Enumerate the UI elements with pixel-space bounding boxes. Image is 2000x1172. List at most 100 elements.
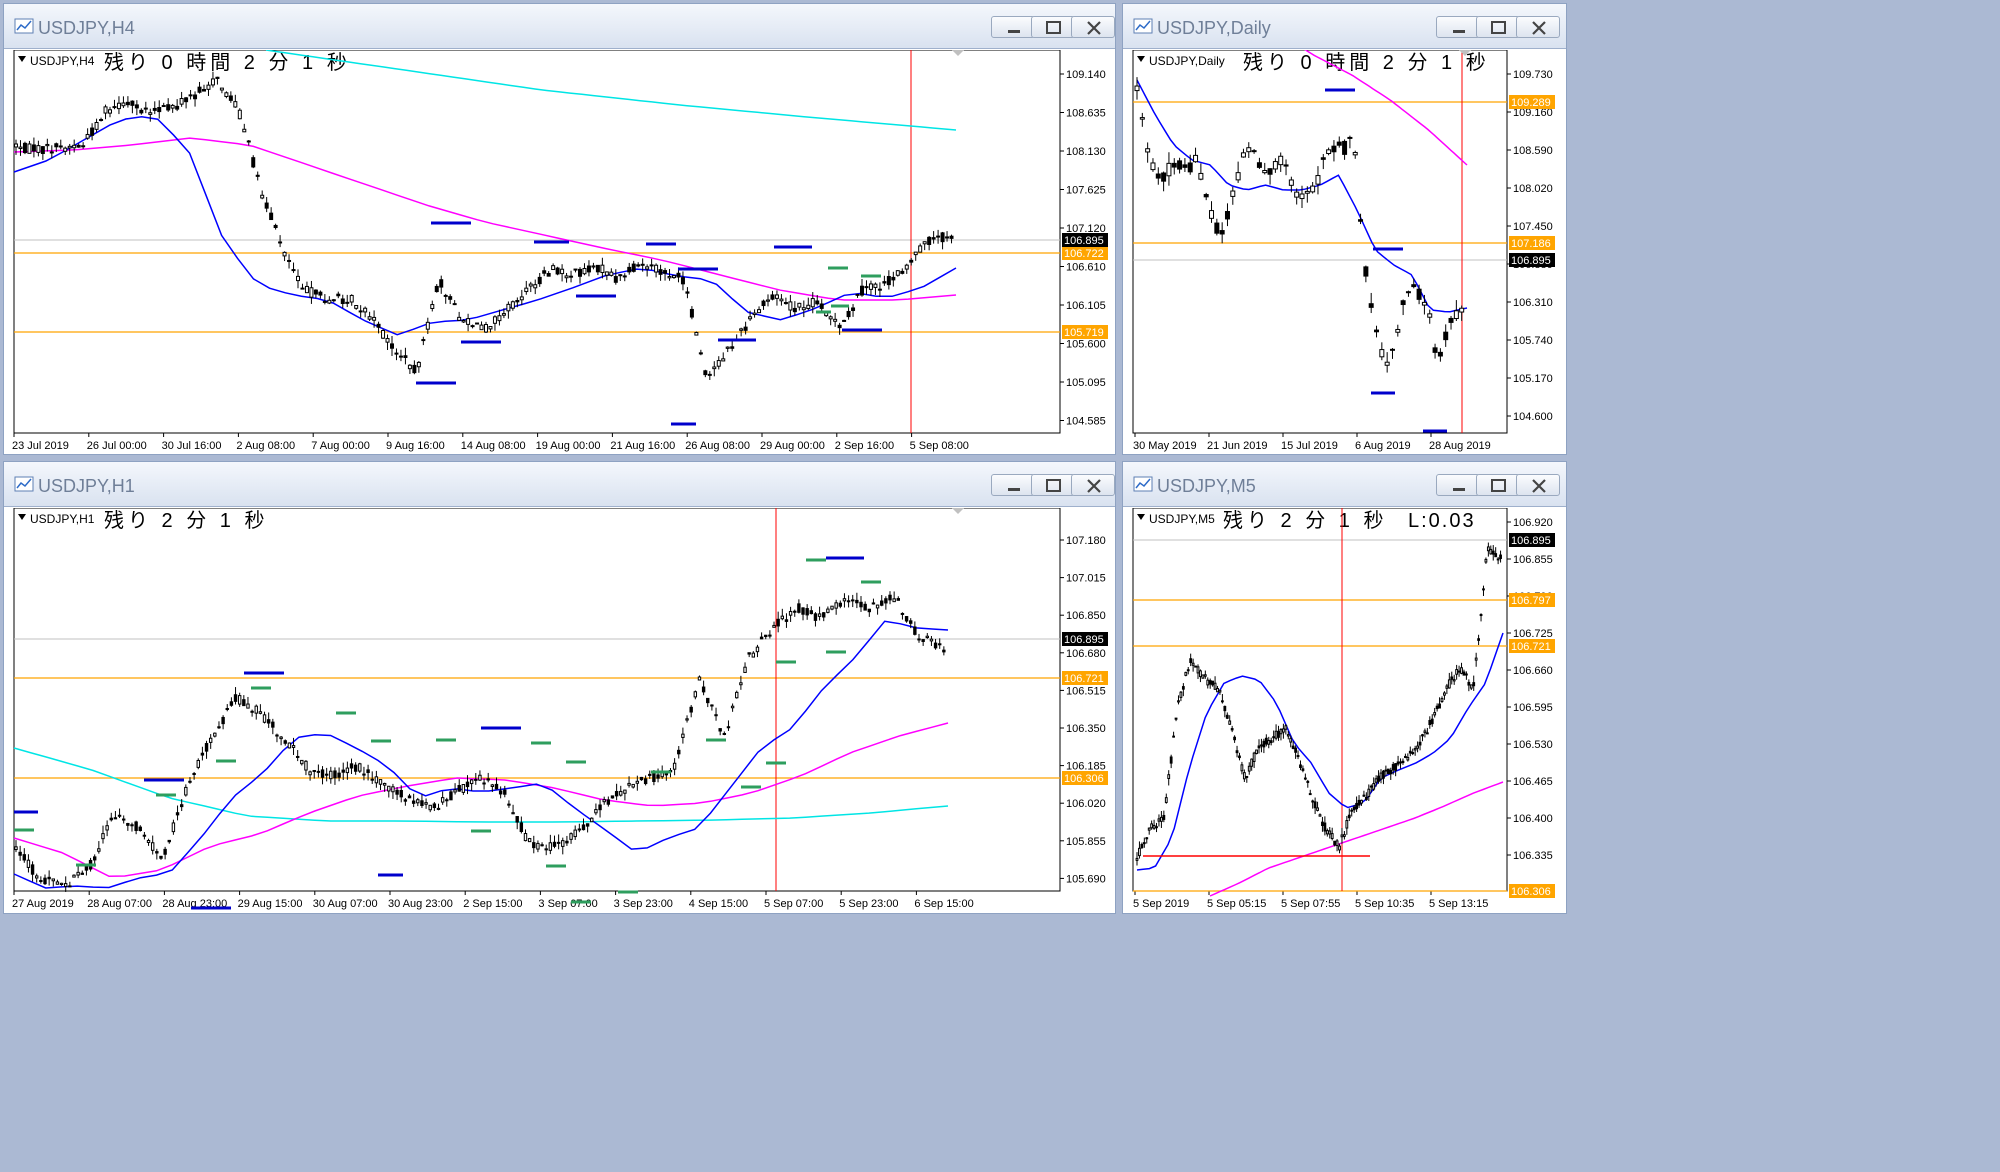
price-axis-label: 106.595 [1513, 702, 1553, 714]
bull-candle [296, 275, 300, 282]
level-price-tag [1062, 671, 1108, 685]
bear-candle [784, 619, 789, 622]
window-titlebar[interactable]: USDJPY,Daily [1123, 4, 1566, 49]
time-axis-label: 2 Sep 15:00 [463, 898, 522, 910]
bear-candle [1323, 822, 1327, 832]
price-chart[interactable]: USDJPY,M5 残り 2 分 1 秒 L:0.03 106.920 106.855 1… [1125, 508, 1564, 911]
price-axis-label: 106.530 [1513, 739, 1553, 751]
bull-candle [582, 267, 587, 275]
price-chart[interactable]: USDJPY,H1 残り 2 分 1 秒 107.180 107.015 106.850… [6, 508, 1113, 911]
maximize-button[interactable] [1476, 16, 1520, 38]
price-axis-label: 106.400 [1513, 813, 1553, 825]
bear-candle [837, 324, 842, 329]
close-button[interactable] [1516, 474, 1560, 496]
window-titlebar[interactable]: USDJPY,M5 [1123, 462, 1566, 507]
level-price-label: 106.306 [1511, 886, 1551, 898]
price-chart[interactable]: USDJPY,Daily 残り 0 時間 2 分 1 秒 109.730 109.16… [1125, 50, 1564, 452]
window-titlebar[interactable]: USDJPY,H1 [4, 462, 1115, 507]
minimize-button[interactable] [1436, 16, 1480, 38]
bear-candle [324, 773, 329, 776]
bear-candle [542, 270, 547, 274]
chart-window-h1[interactable]: USDJPY,H1 USDJPY,H1 残り 2 分 1 秒 107.180 107.… [3, 461, 1116, 914]
bear-candle [1182, 164, 1188, 168]
bull-candle [1294, 191, 1300, 198]
bull-candle [64, 883, 68, 887]
time-axis-label: 5 Sep 2019 [1133, 898, 1189, 910]
bull-candle [184, 786, 188, 796]
price-axis-label: 105.095 [1066, 377, 1106, 389]
bear-candle [269, 212, 274, 221]
chart-window-h4[interactable]: USDJPY,H4 USDJPY,H4 残り 0 時間 2 分 1 秒 109.14… [3, 3, 1116, 455]
bull-candle [694, 332, 699, 336]
close-button[interactable] [1516, 16, 1560, 38]
bear-candle [1443, 331, 1449, 341]
maximize-icon [1046, 479, 1061, 492]
maximize-button[interactable] [1031, 474, 1075, 496]
bear-candle [618, 274, 623, 277]
bull-candle [726, 726, 731, 729]
bear-candle [22, 854, 26, 861]
bull-candle [58, 145, 63, 148]
bear-candle [864, 286, 869, 289]
minimize-button[interactable] [991, 474, 1035, 496]
minimize-button[interactable] [991, 16, 1035, 38]
bull-candle [1193, 154, 1199, 163]
bull-candle [206, 84, 211, 90]
bear-candle [896, 598, 900, 601]
close-button[interactable] [1071, 474, 1115, 496]
bear-candle [337, 772, 341, 778]
bear-candle [598, 804, 602, 811]
price-axis-label: 108.130 [1066, 146, 1106, 158]
bear-candle [783, 302, 788, 305]
chart-window-daily[interactable]: USDJPY,Daily USDJPY,Daily 残り 0 時間 2 分 1 秒… [1122, 3, 1567, 455]
bull-candle [904, 264, 909, 270]
chart-window-m5[interactable]: USDJPY,M5 USDJPY,M5 残り 2 分 1 秒 L:0.03 106.9… [1122, 461, 1567, 914]
bear-candle [403, 355, 408, 358]
price-axis-label: 106.185 [1066, 761, 1106, 773]
bear-candle [1357, 799, 1361, 806]
bear-candle [631, 263, 636, 272]
bear-candle [76, 144, 81, 148]
bear-candle [421, 339, 426, 342]
bull-candle [1379, 772, 1383, 780]
bear-candle [900, 270, 905, 274]
price-chart[interactable]: USDJPY,H4 残り 0 時間 2 分 1 秒 109.140 108.635 10… [6, 50, 1113, 452]
bear-candle [1347, 814, 1351, 819]
bear-candle [318, 291, 323, 296]
bull-candle [1315, 175, 1321, 185]
bear-candle [1391, 764, 1395, 771]
bear-candle [585, 823, 590, 827]
window-titlebar[interactable]: USDJPY,H4 [4, 4, 1115, 49]
bear-candle [486, 778, 490, 781]
bear-candle [457, 785, 461, 792]
bear-candle [1396, 761, 1400, 765]
bear-candle [498, 790, 503, 795]
level-price-tag [1509, 95, 1555, 109]
bull-candle [757, 309, 762, 314]
bull-candle [693, 691, 698, 698]
bear-candle [1225, 714, 1229, 719]
minimize-button[interactable] [1436, 474, 1480, 496]
bull-candle [779, 298, 784, 302]
close-button[interactable] [1071, 16, 1115, 38]
bear-candle [819, 303, 824, 309]
bear-candle [1342, 140, 1348, 155]
bear-candle [345, 301, 350, 304]
bear-candle [255, 174, 260, 177]
bull-candle [482, 782, 486, 785]
maximize-button[interactable] [1476, 474, 1520, 496]
symbol-label: USDJPY,H4 [30, 54, 95, 68]
level-price-label: 106.306 [1064, 773, 1104, 785]
price-axis-label: 105.740 [1513, 335, 1553, 347]
bear-candle [1358, 219, 1364, 222]
bull-candle [528, 283, 533, 287]
level-price-label: 106.797 [1511, 595, 1551, 607]
bull-candle [1325, 830, 1329, 835]
bear-candle [251, 157, 256, 168]
bull-candle [262, 714, 267, 723]
bear-candle [714, 714, 718, 717]
bull-candle [171, 822, 176, 833]
bear-candle [432, 803, 437, 809]
maximize-button[interactable] [1031, 16, 1075, 38]
bull-candle [14, 143, 18, 148]
